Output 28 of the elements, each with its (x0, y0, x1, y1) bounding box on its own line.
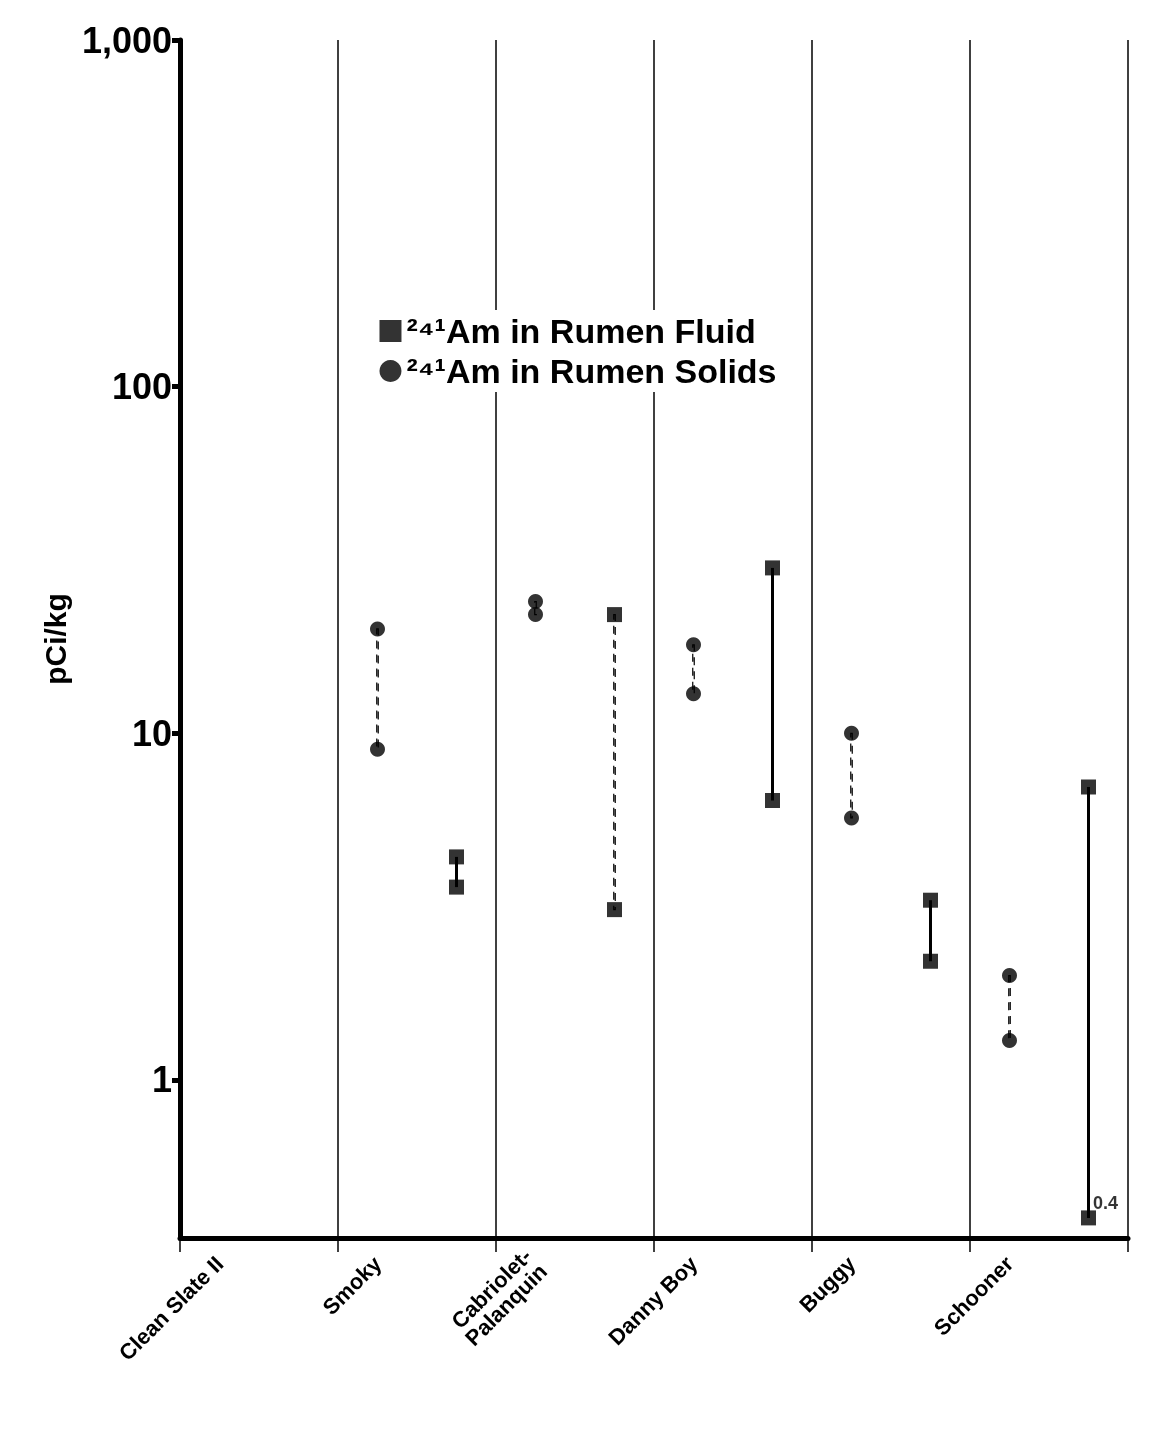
point (370, 621, 385, 637)
data-label: 0.4 (1093, 1193, 1119, 1214)
point (370, 741, 385, 757)
y-tick-label: 1 (151, 1059, 172, 1101)
point (765, 560, 780, 576)
y-tick-label: 100 (111, 366, 172, 408)
point (923, 953, 938, 969)
point (1002, 968, 1017, 984)
y-tick-label: 10 (131, 712, 172, 754)
point (607, 607, 622, 623)
point (1002, 1032, 1017, 1048)
y-axis-title: pCi/kg (38, 593, 72, 685)
legend-label: ²⁴¹Am in Rumen Solids (406, 352, 777, 390)
point (844, 725, 859, 741)
legend-label: ²⁴¹Am in Rumen Fluid (406, 312, 756, 350)
y-tick-label: 1,000 (81, 19, 172, 61)
point (528, 607, 543, 623)
point (607, 902, 622, 918)
point (686, 686, 701, 702)
point (1081, 779, 1096, 795)
point (686, 637, 701, 653)
point (449, 879, 464, 895)
point (1081, 1210, 1096, 1226)
point (528, 594, 543, 609)
point (449, 849, 464, 865)
point (923, 892, 938, 908)
point (765, 792, 780, 808)
point (844, 810, 859, 826)
